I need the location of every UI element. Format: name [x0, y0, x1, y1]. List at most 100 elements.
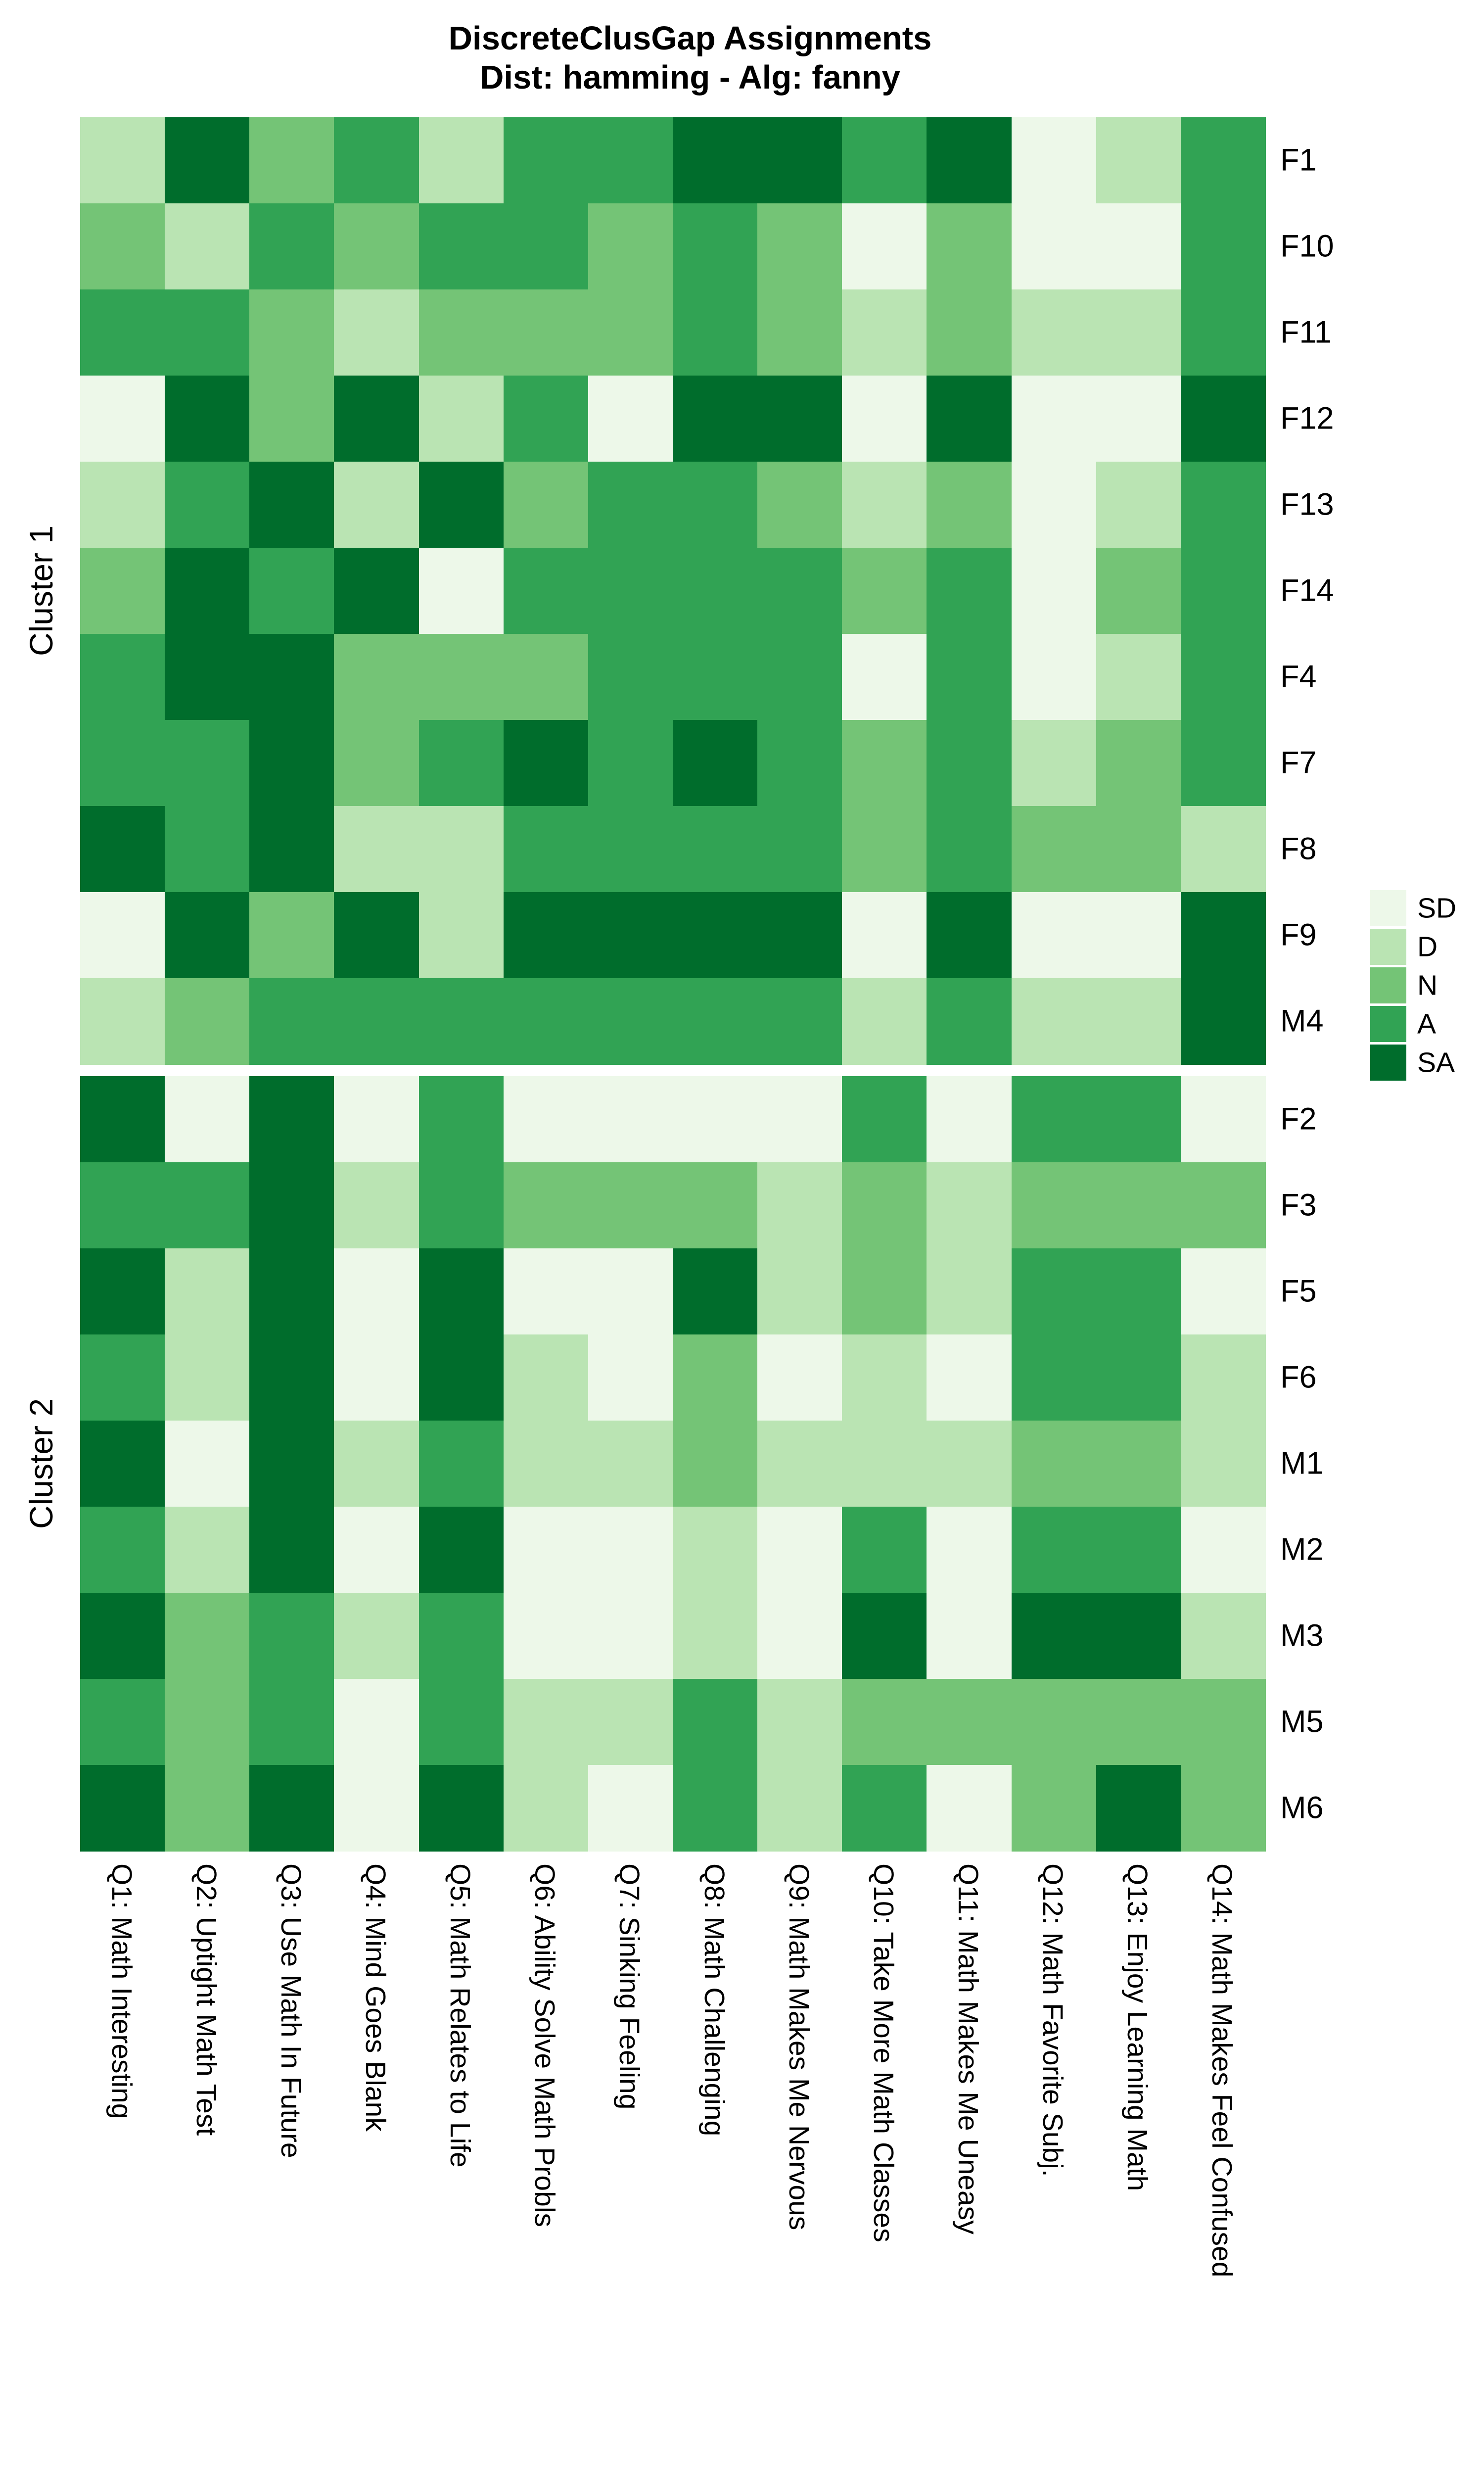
column-label: Q8: Math Challenging	[698, 1863, 730, 2137]
heatmap-cell	[1180, 1421, 1266, 1507]
heatmap-cell	[165, 1507, 250, 1593]
heatmap-cell	[673, 720, 758, 807]
row-label: F12	[1280, 401, 1334, 436]
column-label: Q1: Math Interesting	[105, 1863, 138, 2119]
heatmap-cell	[334, 720, 419, 807]
heatmap-cell	[588, 1162, 673, 1249]
heatmap-cell	[334, 1076, 419, 1163]
heatmap-cell	[80, 1334, 165, 1421]
heatmap-cell	[842, 376, 928, 462]
heatmap-cell	[757, 978, 842, 1065]
row-label: F13	[1280, 487, 1334, 522]
heatmap-cell	[418, 1248, 504, 1335]
heatmap-cell	[757, 548, 842, 634]
heatmap-cell	[1180, 1765, 1266, 1852]
heatmap-cell	[673, 1765, 758, 1852]
heatmap-cell	[673, 806, 758, 893]
heatmap-cell	[418, 1334, 504, 1421]
heatmap-cell	[588, 1679, 673, 1765]
heatmap-cell	[418, 289, 504, 376]
heatmap-cell	[503, 548, 589, 634]
heatmap-cell	[757, 117, 842, 204]
legend-swatch-a	[1370, 1006, 1406, 1042]
row-label: F10	[1280, 229, 1334, 264]
heatmap-cell	[503, 978, 589, 1065]
heatmap-cell	[418, 1593, 504, 1679]
heatmap-cell	[503, 1593, 589, 1679]
heatmap-cell	[1096, 1507, 1181, 1593]
heatmap-cell	[334, 1765, 419, 1852]
heatmap-cell	[588, 376, 673, 462]
heatmap-cell	[165, 806, 250, 893]
heatmap-cell	[334, 289, 419, 376]
heatmap-cell	[1180, 203, 1266, 290]
heatmap-cell	[588, 462, 673, 548]
heatmap-cell	[588, 634, 673, 720]
row-label: F7	[1280, 745, 1317, 780]
heatmap-cell	[1096, 1765, 1181, 1852]
heatmap-cell	[673, 548, 758, 634]
heatmap-cell	[842, 634, 928, 720]
column-label: Q4: Mind Goes Blank	[360, 1863, 391, 2132]
heatmap-cell	[503, 1076, 589, 1163]
heatmap-cell	[249, 806, 335, 893]
heatmap-cell	[165, 462, 250, 548]
row-label: F2	[1280, 1101, 1317, 1137]
heatmap-cell	[927, 978, 1012, 1065]
heatmap-cell	[842, 462, 928, 548]
heatmap-cell	[673, 1076, 758, 1163]
heatmap-cell	[673, 289, 758, 376]
heatmap-cell	[757, 203, 842, 290]
row-label: F6	[1280, 1360, 1317, 1395]
heatmap-cell	[927, 203, 1012, 290]
heatmap-cell	[249, 1421, 335, 1507]
heatmap-cell	[503, 1507, 589, 1593]
heatmap-cell	[1180, 1334, 1266, 1421]
heatmap-cell	[1180, 806, 1266, 893]
heatmap-cell	[673, 1248, 758, 1335]
heatmap-cell	[927, 1162, 1012, 1249]
heatmap-cell	[588, 1507, 673, 1593]
column-label: Q12: Math Favorite Subj.	[1037, 1863, 1069, 2177]
row-label: F3	[1280, 1188, 1317, 1223]
heatmap-cell	[80, 203, 165, 290]
heatmap-cell	[1011, 462, 1097, 548]
heatmap-cell	[165, 289, 250, 376]
heatmap-cell	[588, 806, 673, 893]
heatmap-cell	[503, 634, 589, 720]
heatmap-cell	[588, 892, 673, 979]
row-label: M4	[1280, 1003, 1324, 1039]
heatmap-cell	[1011, 978, 1097, 1065]
heatmap-cell	[1011, 892, 1097, 979]
heatmap-cell	[842, 548, 928, 634]
heatmap-cell	[249, 548, 335, 634]
heatmap-cell	[80, 548, 165, 634]
heatmap-cell	[842, 806, 928, 893]
heatmap-cell	[927, 1076, 1012, 1163]
column-label: Q13: Enjoy Learning Math	[1121, 1863, 1154, 2191]
heatmap-cell	[1180, 376, 1266, 462]
heatmap-cell	[503, 117, 589, 204]
heatmap-cell	[1180, 1679, 1266, 1765]
heatmap-cell	[165, 978, 250, 1065]
heatmap-cell	[80, 720, 165, 807]
heatmap-cell	[673, 1334, 758, 1421]
heatmap-cell	[418, 978, 504, 1065]
heatmap-cell	[842, 978, 928, 1065]
heatmap-cell	[757, 289, 842, 376]
row-label: M1	[1280, 1446, 1324, 1481]
heatmap-cell	[249, 289, 335, 376]
heatmap-cell	[673, 462, 758, 548]
heatmap-cell	[334, 1334, 419, 1421]
heatmap-cell	[249, 978, 335, 1065]
heatmap-cell	[249, 1765, 335, 1852]
heatmap-cell	[1180, 548, 1266, 634]
heatmap-cell	[165, 892, 250, 979]
heatmap-cell	[757, 1765, 842, 1852]
chart-subtitle: Dist: hamming - Alg: fanny	[480, 59, 900, 96]
heatmap-cell	[80, 1593, 165, 1679]
heatmap-cell	[418, 1507, 504, 1593]
heatmap-cell	[588, 978, 673, 1065]
heatmap-cell	[80, 634, 165, 720]
